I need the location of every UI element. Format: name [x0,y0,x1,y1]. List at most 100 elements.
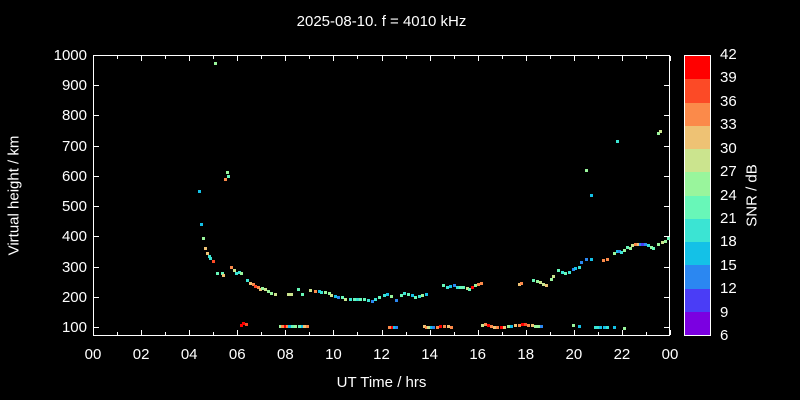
data-point [256,286,260,290]
colorbar-tick-label: 39 [720,69,737,87]
colorbar-tick-label: 18 [720,233,737,251]
colorbar-tick-label: 15 [720,256,737,274]
x-minor-tick-top [117,56,119,59]
data-point [264,288,268,292]
x-major-tick-top [525,56,527,61]
data-point [499,326,503,330]
x-major-tick [333,330,335,335]
data-point [395,326,399,330]
data-point [393,325,396,329]
data-point [232,268,236,272]
x-major-tick [93,330,94,335]
data-point [291,325,295,329]
data-point [489,324,493,328]
y-tick-right [664,55,669,56]
x-minor-tick [597,332,599,335]
data-point [297,287,301,291]
y-tick-label: 300 [61,258,87,276]
data-point [400,293,404,297]
data-point [356,298,360,302]
data-point [584,258,588,262]
y-tick [94,296,99,298]
x-major-tick [525,330,527,335]
data-point [249,282,253,286]
x-minor-tick [165,332,167,335]
x-minor-tick-top [309,56,311,59]
x-axis-label: UT Time / hrs [336,374,427,391]
y-tick-right [664,266,669,268]
x-minor-tick-top [213,56,215,59]
y-tick [94,145,99,147]
data-point [205,252,209,256]
data-point [414,295,418,299]
data-point [649,246,653,250]
data-point [560,270,564,274]
x-minor-tick [645,332,647,335]
data-point [652,246,656,250]
y-tick-label: 500 [61,198,87,216]
data-point [520,281,524,285]
y-tick [94,266,99,268]
data-point [568,270,572,274]
y-tick-right [664,326,669,328]
colorbar-tick-label: 36 [720,92,737,110]
data-point [506,325,510,329]
colorbar-tick-label: 24 [720,186,737,204]
data-point [429,325,433,329]
data-point [340,296,344,300]
data-point [385,293,389,296]
data-point [221,273,225,277]
data-point [574,267,578,271]
data-point [535,280,539,284]
data-point [427,325,431,329]
data-point [468,287,472,291]
data-point [227,175,231,179]
y-tick [94,206,99,208]
x-major-tick [670,330,671,335]
plot-area [93,55,670,336]
x-major-tick [429,330,431,335]
y-tick-right [664,115,669,117]
x-minor-tick-top [597,56,599,59]
data-point [300,293,304,296]
x-tick-label: 06 [228,346,246,363]
colorbar-tick-label: 12 [720,280,737,298]
y-tick-right [664,85,669,87]
colorbar-segment [685,195,710,219]
x-minor-tick [405,332,407,335]
data-point [537,325,541,329]
data-point [443,325,446,329]
x-tick-label: 00 [661,346,679,363]
x-tick-label: 04 [180,346,198,363]
data-point [596,325,600,329]
data-point [251,283,255,287]
data-point [616,250,620,254]
data-point [539,325,543,329]
data-point [209,257,213,261]
data-point [198,189,202,193]
data-point [458,286,462,290]
data-point [290,293,294,296]
data-point [373,297,377,301]
data-point [387,325,391,329]
x-minor-tick [501,332,503,335]
data-point [594,325,598,329]
data-point [480,281,484,285]
data-point [207,254,211,258]
data-point [220,272,224,276]
colorbar-tick-label: 30 [720,139,737,157]
data-point [294,325,298,329]
data-point [359,297,363,301]
data-point [204,247,208,251]
data-point [656,242,660,246]
y-tick [94,236,99,238]
colorbar-segment [685,242,710,266]
data-point [424,325,428,329]
x-minor-tick-top [645,56,647,59]
data-point [557,268,561,272]
data-point [242,322,246,326]
data-point [503,325,507,329]
data-point [259,287,263,291]
data-point [656,131,660,135]
data-point [531,279,535,283]
